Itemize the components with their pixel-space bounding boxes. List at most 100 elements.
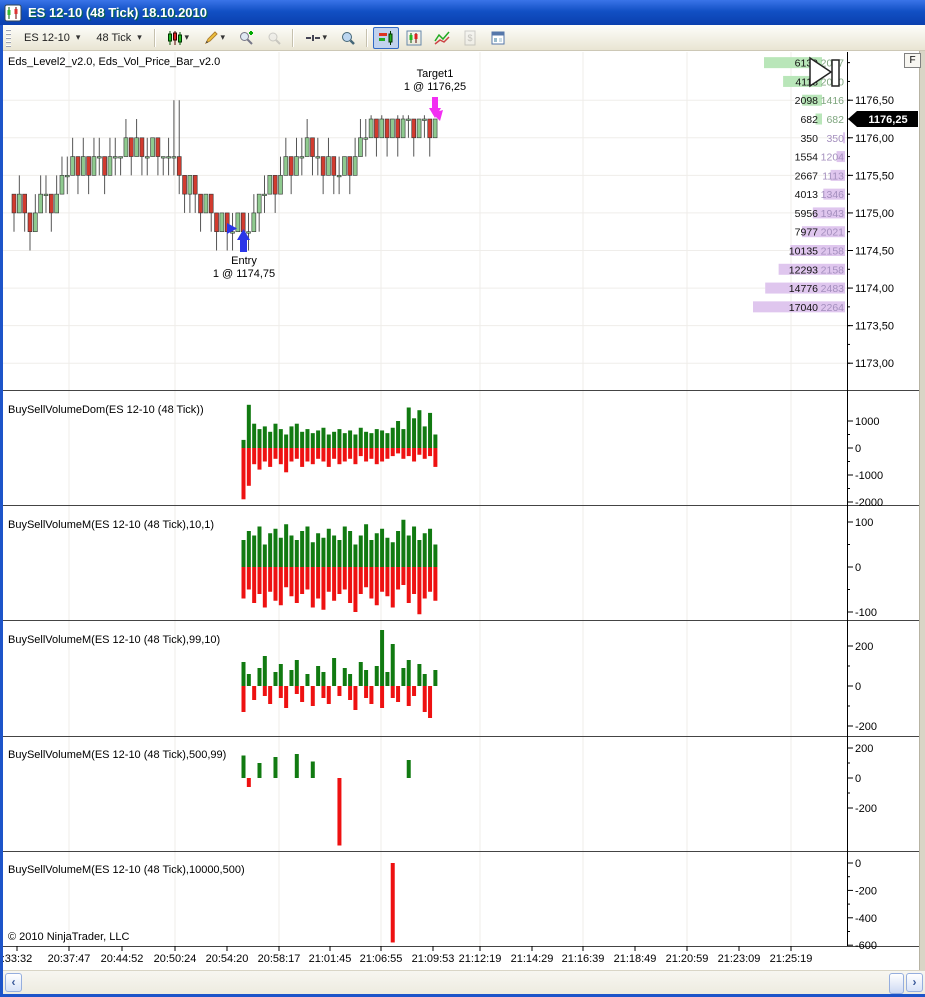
zoom-in-button[interactable] — [233, 27, 259, 49]
volume-bar — [310, 761, 315, 778]
entry-annotation: Entry 1 @ 1174,75 — [189, 255, 299, 281]
instrument-dropdown[interactable]: ES 12-10 ▾ — [17, 29, 87, 47]
volume-bar — [305, 429, 310, 448]
volume-bar — [268, 567, 273, 592]
volume-bar — [316, 533, 321, 567]
ladder-volume-recent: 1943 — [821, 208, 845, 220]
volume-bar — [246, 674, 251, 686]
volume-bar — [353, 567, 358, 612]
volume-bar — [417, 410, 422, 448]
ladder-row-bar — [815, 113, 822, 125]
candle-body — [416, 118, 422, 139]
toolbar-grip[interactable] — [6, 28, 11, 47]
dollar-document-icon: $ — [464, 30, 476, 45]
volume-panel-3 — [241, 519, 438, 615]
ladder-volume-recent: 1416 — [821, 95, 845, 107]
volume-bar — [300, 431, 305, 448]
scroll-right-button[interactable]: › — [906, 973, 923, 992]
ladder-volume-recent: 350 — [826, 133, 844, 145]
panel2-indicator-label: BuySellVolumeDom(ES 12-10 (48 Tick)) — [8, 404, 204, 416]
crosshair-button[interactable]: ▾ — [299, 27, 333, 49]
candle-body — [363, 137, 369, 140]
scrollbar-thumb[interactable] — [889, 973, 904, 994]
volume-bar — [417, 567, 422, 615]
volume-bar — [257, 429, 262, 448]
volume-bar — [257, 448, 262, 470]
volume-bar — [353, 434, 358, 448]
candle-body — [400, 118, 406, 139]
volume-bar — [241, 567, 246, 599]
volume-bar — [422, 674, 427, 686]
volume-bar — [326, 567, 331, 592]
entry-annotation-title: Entry — [231, 255, 257, 267]
time-tick-label: 21:01:45 — [309, 953, 352, 965]
volume-bar — [289, 426, 294, 448]
panel-tick-label: -100 — [855, 607, 877, 619]
candle-body — [176, 156, 182, 176]
volume-bar — [358, 662, 363, 686]
candle-body — [422, 118, 427, 121]
price-tick-label: 1176,50 — [855, 95, 894, 107]
ladder-volume-recent: 1113 — [822, 170, 844, 182]
panel-tick-label: -200 — [855, 721, 877, 733]
line-chart-icon — [434, 31, 450, 45]
panel-tick-label: -400 — [855, 913, 877, 925]
volume-bar — [369, 686, 374, 704]
volume-bar — [417, 664, 422, 686]
ladder-volume-total: 12293 — [789, 264, 818, 276]
volume-bar — [289, 448, 294, 462]
volume-bar — [294, 567, 299, 603]
volume-bar — [326, 434, 331, 448]
volume-dom-toggle-button[interactable] — [372, 26, 399, 49]
chart-canvas[interactable]: 6139201741182020209814166826823503501554… — [0, 0, 925, 970]
zoom-out-button[interactable] — [261, 27, 287, 49]
zoom-out-icon — [268, 32, 281, 45]
volume-bar — [348, 567, 353, 603]
interval-dropdown[interactable]: 48 Tick ▾ — [89, 29, 148, 47]
volume-bar — [337, 448, 342, 465]
time-tick-label: 21:14:29 — [511, 953, 554, 965]
fix-scale-button[interactable]: F — [904, 53, 921, 68]
scroll-left-button[interactable]: ‹ — [5, 973, 22, 992]
candle-body — [358, 137, 363, 157]
ladder-volume-total: 2098 — [795, 95, 819, 107]
window-titlebar[interactable]: ES 12-10 (48 Tick) 18.10.2010 — [0, 0, 925, 25]
chart-panel-button[interactable] — [401, 27, 427, 49]
volume-bar — [273, 757, 278, 778]
volume-bar — [433, 434, 438, 448]
volume-bar — [300, 567, 305, 594]
volume-bar — [412, 567, 417, 594]
drawing-tools-button[interactable]: ▾ — [197, 27, 231, 49]
candle-body — [187, 175, 193, 195]
price-tick-label: 1175,50 — [855, 170, 894, 182]
properties-button[interactable] — [485, 27, 511, 49]
volume-bar — [294, 660, 299, 686]
account-performance-button[interactable]: $ — [457, 27, 483, 49]
volume-bar — [337, 686, 342, 696]
candle-body — [395, 118, 401, 139]
volume-bar — [380, 567, 385, 592]
ladder-row-bar — [801, 226, 845, 238]
panel6-indicator-label: BuySellVolumeM(ES 12-10 (48 Tick),10000,… — [8, 864, 245, 876]
volume-bar — [289, 670, 294, 686]
candles-layer — [11, 100, 438, 251]
entry-annotation-detail: 1 @ 1174,75 — [212, 268, 276, 280]
panel-tick-label: -200 — [855, 803, 877, 815]
horizontal-scrollbar[interactable]: ‹ › — [3, 970, 925, 995]
target-annotation-detail: 1 @ 1176,25 — [403, 81, 467, 93]
candle-body — [299, 156, 305, 159]
volume-bar — [390, 427, 395, 448]
volume-bar — [401, 668, 406, 686]
candle-body — [256, 193, 262, 214]
volume-bar — [246, 778, 251, 787]
target-side-arrow-icon — [432, 110, 443, 121]
candle-body — [134, 137, 139, 157]
zoom-window-button[interactable] — [335, 27, 361, 49]
chart-style-button[interactable]: ▾ — [161, 27, 195, 49]
volume-bar — [278, 686, 283, 698]
chevron-down-icon: ▾ — [75, 32, 81, 42]
volume-bar — [433, 448, 438, 467]
candle-body — [160, 156, 166, 159]
volume-bar — [358, 567, 363, 594]
indicator-lines-button[interactable] — [429, 27, 455, 49]
